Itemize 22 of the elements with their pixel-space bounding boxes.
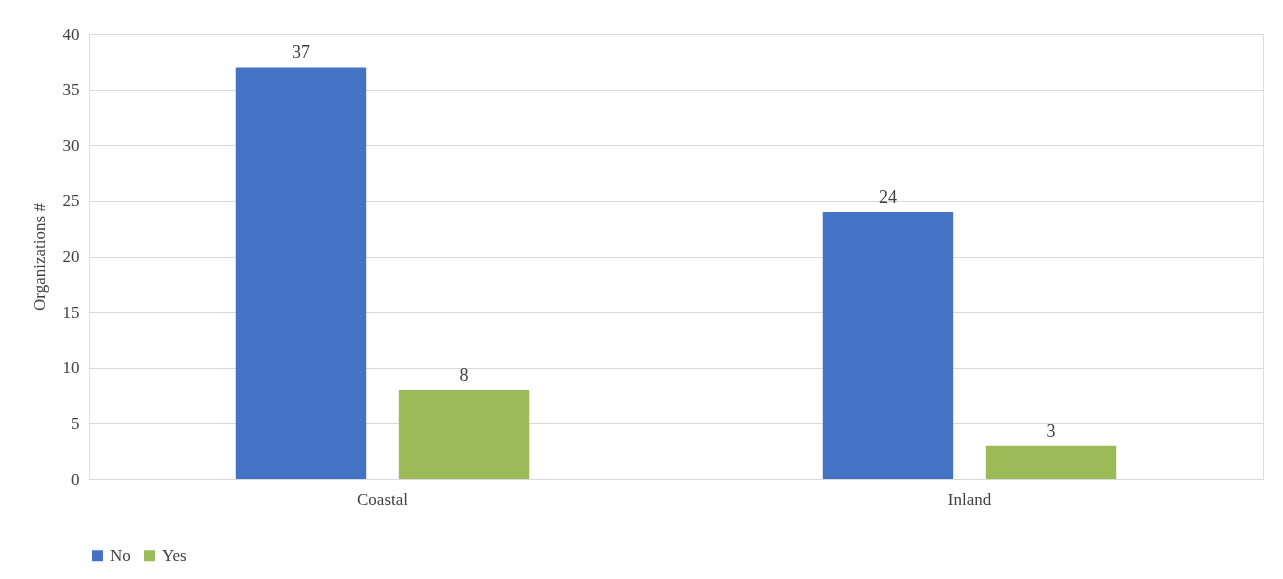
y-tick-label: 40: [62, 24, 80, 44]
y-tick-label: 5: [71, 413, 80, 433]
y-tick-label: 30: [62, 135, 80, 155]
x-tick-label: Inland: [947, 489, 992, 509]
data-label: 3: [1046, 420, 1056, 441]
x-tick-label: Coastal: [357, 489, 409, 509]
legend-label: Yes: [162, 545, 187, 565]
bar: [235, 67, 367, 479]
y-tick-label: 35: [62, 80, 80, 100]
data-label: 24: [878, 187, 897, 207]
legend-label: No: [110, 545, 131, 565]
y-axis-title: Organizations #: [29, 202, 49, 311]
bar: [398, 390, 530, 479]
y-tick-label: 20: [62, 247, 80, 266]
y-tick-label: 0: [71, 469, 80, 489]
bar: [985, 445, 1117, 479]
bar: [822, 212, 954, 479]
data-label: 37: [291, 42, 310, 63]
y-tick-label: 25: [62, 191, 80, 211]
y-tick-label: 10: [62, 358, 80, 378]
y-tick-label: 15: [62, 302, 80, 322]
data-label: 8: [459, 365, 469, 385]
